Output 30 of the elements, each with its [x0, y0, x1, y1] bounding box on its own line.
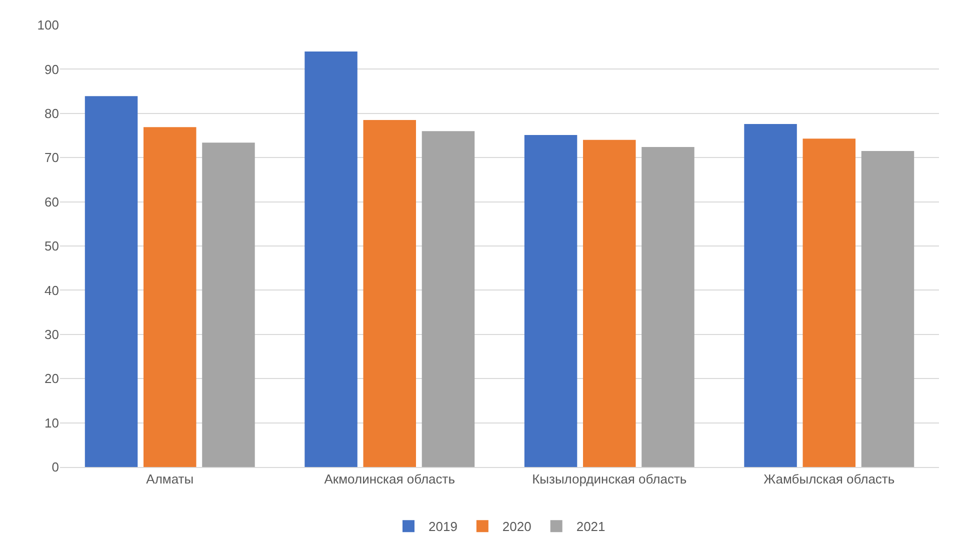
bar: [422, 131, 475, 467]
bar: [861, 150, 914, 467]
bar: [304, 52, 358, 467]
y-tick-label: 50: [44, 238, 59, 254]
bar: [202, 142, 255, 467]
bar: [524, 135, 578, 467]
bar: [144, 127, 196, 467]
bar: [363, 120, 416, 467]
bar: [84, 96, 138, 467]
bar: [583, 140, 636, 467]
x-tick-label: Алматы: [146, 472, 194, 487]
y-tick-label: 60: [44, 194, 59, 210]
legend-label: 2019: [428, 519, 458, 534]
legend-label: 2021: [576, 519, 606, 534]
bar: [642, 146, 694, 467]
legend-label: 2020: [502, 519, 532, 534]
bar: [744, 124, 797, 467]
y-tick-label: 90: [44, 62, 59, 77]
y-tick-label: 100: [37, 18, 59, 33]
y-tick-label: 70: [44, 150, 59, 166]
y-tick-label: 40: [44, 282, 59, 298]
x-tick-label: Кызылординская область: [532, 472, 687, 487]
x-tick-label: Жамбылская область: [764, 472, 895, 487]
y-tick-label: 30: [44, 326, 59, 342]
y-tick-label: 20: [44, 371, 59, 386]
bar: [802, 138, 856, 467]
x-tick-label: Акмолинская область: [324, 472, 456, 487]
y-tick-label: 10: [44, 415, 59, 430]
y-tick-label: 80: [44, 106, 59, 121]
y-tick-label: 0: [52, 460, 59, 475]
